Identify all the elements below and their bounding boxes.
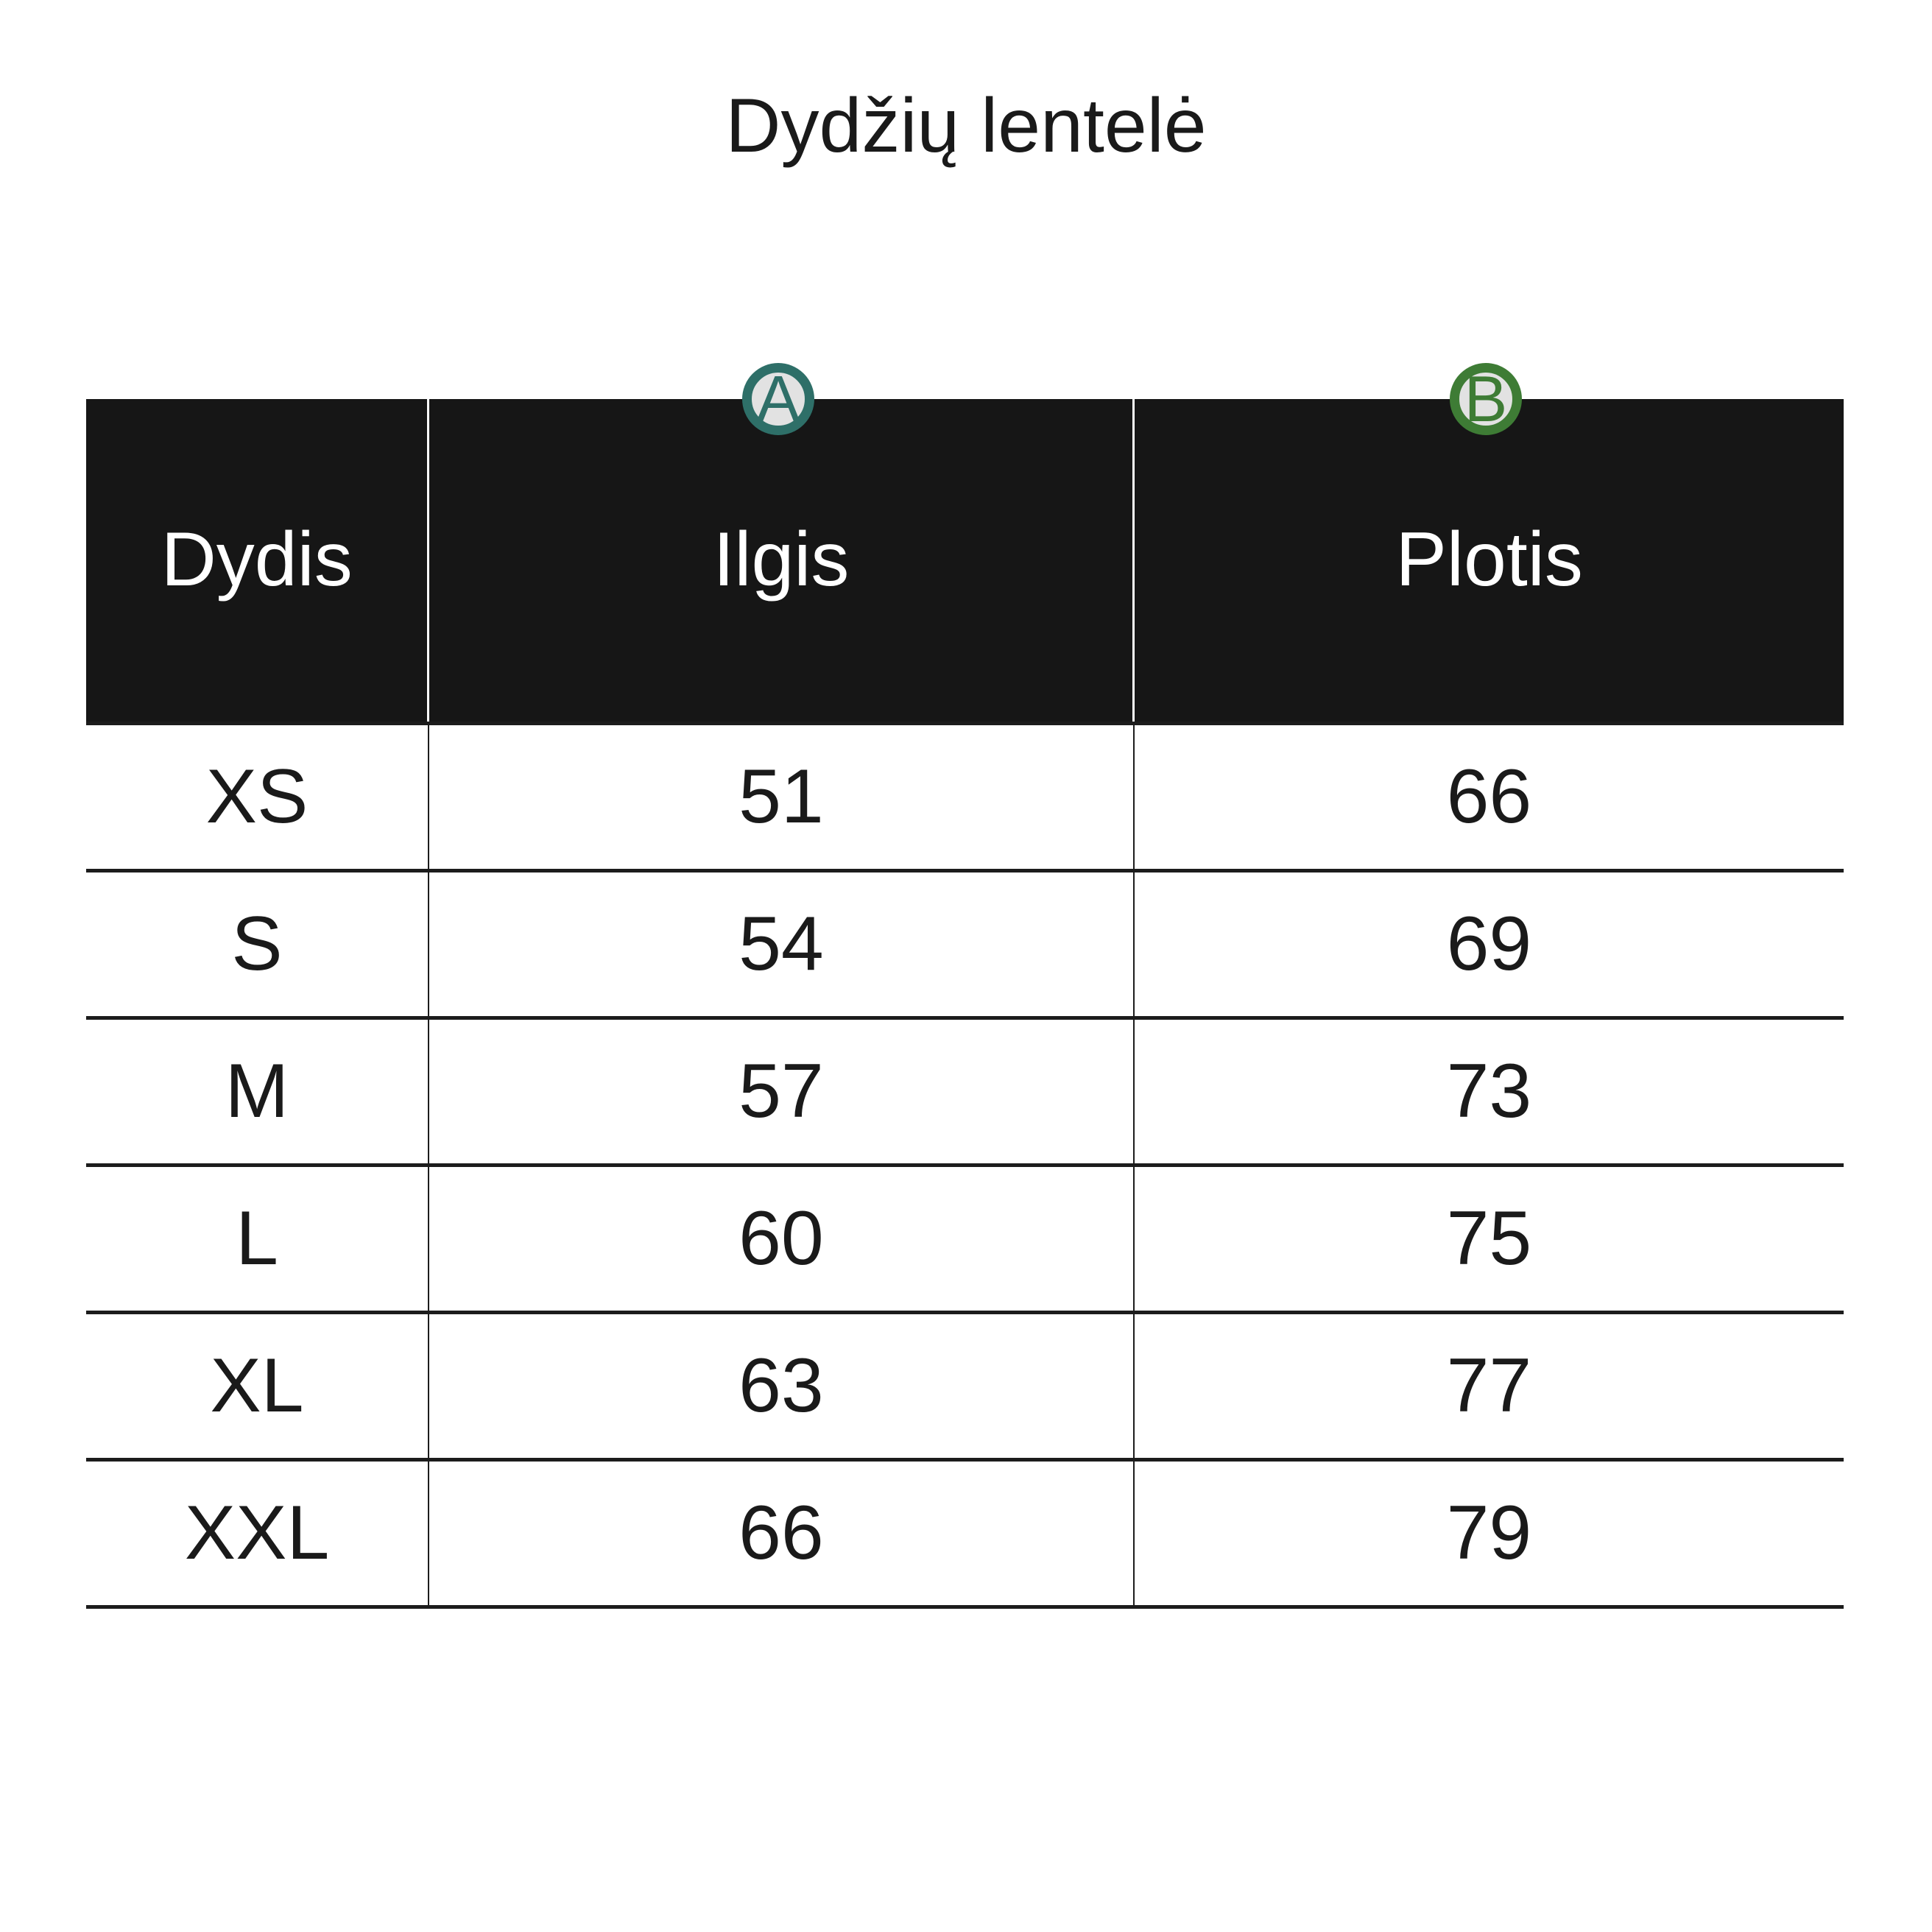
size-table-area: A B Dydis Ilgis Plotis XS 51 66 S 54 69 M 57 73 L… [86,363,1844,1609]
length-value-cell: 66 [427,1457,1134,1607]
length-value-cell: 63 [427,1310,1134,1459]
width-value-cell: 69 [1132,868,1844,1018]
length-value-cell: 60 [427,1163,1134,1312]
table-body: XS 51 66 S 54 69 M 57 73 L 60 75 XL 63 77 XXL 66 79 [86,721,1844,1607]
table-header-row: Dydis Ilgis Plotis [86,399,1844,723]
length-value-cell: 51 [427,721,1134,870]
size-table: Dydis Ilgis Plotis XS 51 66 S 54 69 M 57 73 L 60 75… [86,399,1844,1609]
table-row: XL 63 77 [86,1310,1844,1459]
width-value-cell: 79 [1132,1457,1844,1607]
length-dimension-badge-icon: A [742,363,814,435]
page-title: Dydžių lentelė [725,83,1207,169]
size-cell: XS [86,721,429,870]
column-header-width: Plotis [1132,399,1844,723]
table-row: S 54 69 [86,868,1844,1018]
column-header-length: Ilgis [427,399,1134,723]
table-row: XS 51 66 [86,721,1844,870]
width-value-cell: 73 [1132,1015,1844,1165]
size-cell: M [86,1015,429,1165]
length-value-cell: 57 [427,1015,1134,1165]
size-cell: XXL [86,1457,429,1607]
width-value-cell: 77 [1132,1310,1844,1459]
table-row: L 60 75 [86,1163,1844,1312]
width-dimension-badge-icon: B [1450,363,1522,435]
size-cell: L [86,1163,429,1312]
size-cell: S [86,868,429,1018]
table-row: XXL 66 79 [86,1457,1844,1607]
width-value-cell: 75 [1132,1163,1844,1312]
badge-b-label: B [1464,362,1508,435]
column-header-size: Dydis [86,399,429,723]
table-row: M 57 73 [86,1015,1844,1165]
length-value-cell: 54 [427,868,1134,1018]
width-value-cell: 66 [1132,721,1844,870]
badge-a-label: A [756,362,800,435]
size-cell: XL [86,1310,429,1459]
